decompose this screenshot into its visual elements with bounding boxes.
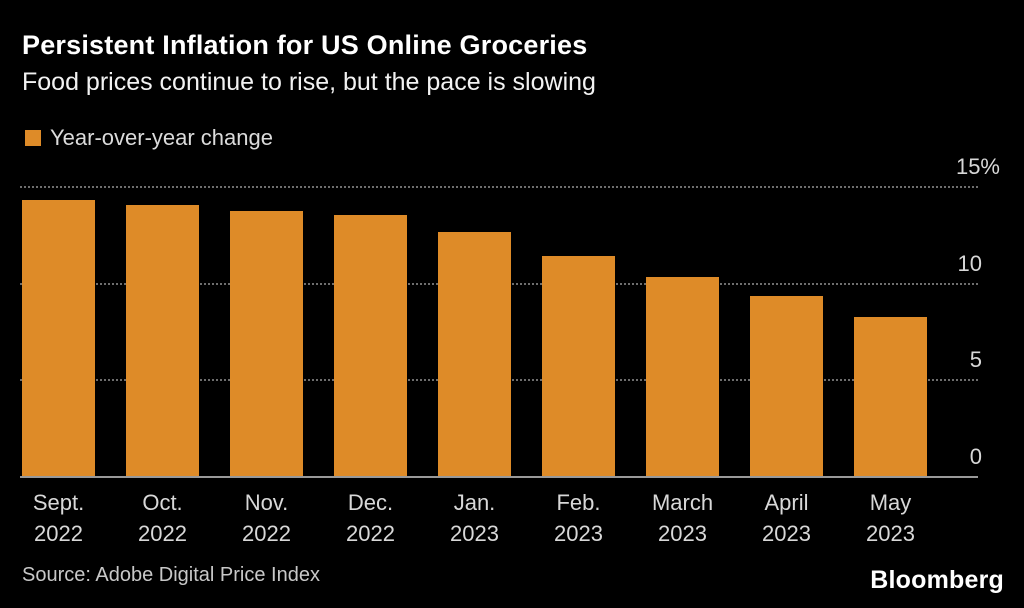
x-axis-label-year: 2023 [866, 521, 915, 546]
x-axis-label-month: Feb. [556, 490, 601, 515]
chart-title: Persistent Inflation for US Online Groce… [22, 30, 588, 60]
x-axis-label-year: 2023 [554, 521, 603, 546]
gridline-15 [20, 186, 978, 188]
plot-area: 15% 10 5 0 [20, 154, 1000, 478]
x-axis-label-march: March 2023 [623, 487, 743, 549]
x-axis-label-month: April [764, 490, 809, 515]
x-axis-label-month: Dec. [347, 490, 394, 515]
x-axis-label-dec: Dec. 2022 [311, 487, 431, 549]
bar-jan-2023 [438, 232, 511, 476]
bloomberg-logo: Bloomberg [870, 566, 1004, 594]
y-tick-label-0: 0 [969, 444, 982, 469]
y-tick-label-5: 5 [969, 347, 982, 373]
x-axis-label-month: Nov. [244, 490, 289, 515]
x-axis-label-year: 2022 [34, 521, 83, 546]
x-axis-label-month: Jan. [453, 490, 496, 515]
x-axis-label-year: 2022 [346, 521, 395, 546]
x-axis-label-month: Sept. [32, 490, 85, 515]
x-axis-label-year: 2022 [242, 521, 291, 546]
legend: Year-over-year change [25, 125, 273, 151]
x-axis-label-month: May [869, 490, 912, 515]
x-axis-label-nov: Nov. 2022 [207, 487, 327, 549]
x-axis-label-jan: Jan. 2023 [415, 487, 535, 549]
x-axis-label-oct: Oct. 2022 [103, 487, 223, 549]
x-axis-label-year: 2022 [138, 521, 187, 546]
x-axis-label-feb: Feb. 2023 [519, 487, 639, 549]
bar-feb-2023 [542, 255, 615, 476]
x-axis-label-year: 2023 [658, 521, 707, 546]
y-tick-label-15: 15% [955, 154, 1000, 179]
bar-may-2023 [854, 317, 927, 476]
x-axis-label-year: 2023 [450, 521, 499, 546]
x-axis-label-april: April 2023 [727, 487, 847, 549]
legend-swatch-icon [25, 130, 41, 146]
bar-nov-2022 [230, 211, 303, 476]
chart-subtitle: Food prices continue to rise, but the pa… [22, 68, 596, 96]
x-axis-label-sept: Sept. 2022 [0, 487, 119, 549]
bar-dec-2022 [334, 215, 407, 476]
x-axis-label-month: Oct. [142, 490, 183, 515]
bar-sept-2022 [22, 199, 95, 476]
x-axis-label-month: March [651, 490, 714, 515]
x-axis: Sept. 2022 Oct. 2022 Nov. 2022 Dec. 2022 Jan. 202… [0, 487, 1024, 557]
legend-label: Year-over-year change [50, 125, 273, 150]
x-axis-label-year: 2023 [762, 521, 811, 546]
bar-april-2023 [750, 296, 823, 476]
source-attribution: Source: Adobe Digital Price Index [22, 564, 320, 586]
y-tick-label-10: 10 [957, 250, 982, 276]
x-axis-label-may: May 2023 [831, 487, 951, 549]
gridline-0 [20, 476, 978, 478]
bar-march-2023 [646, 276, 719, 476]
bar-oct-2022 [126, 205, 199, 476]
